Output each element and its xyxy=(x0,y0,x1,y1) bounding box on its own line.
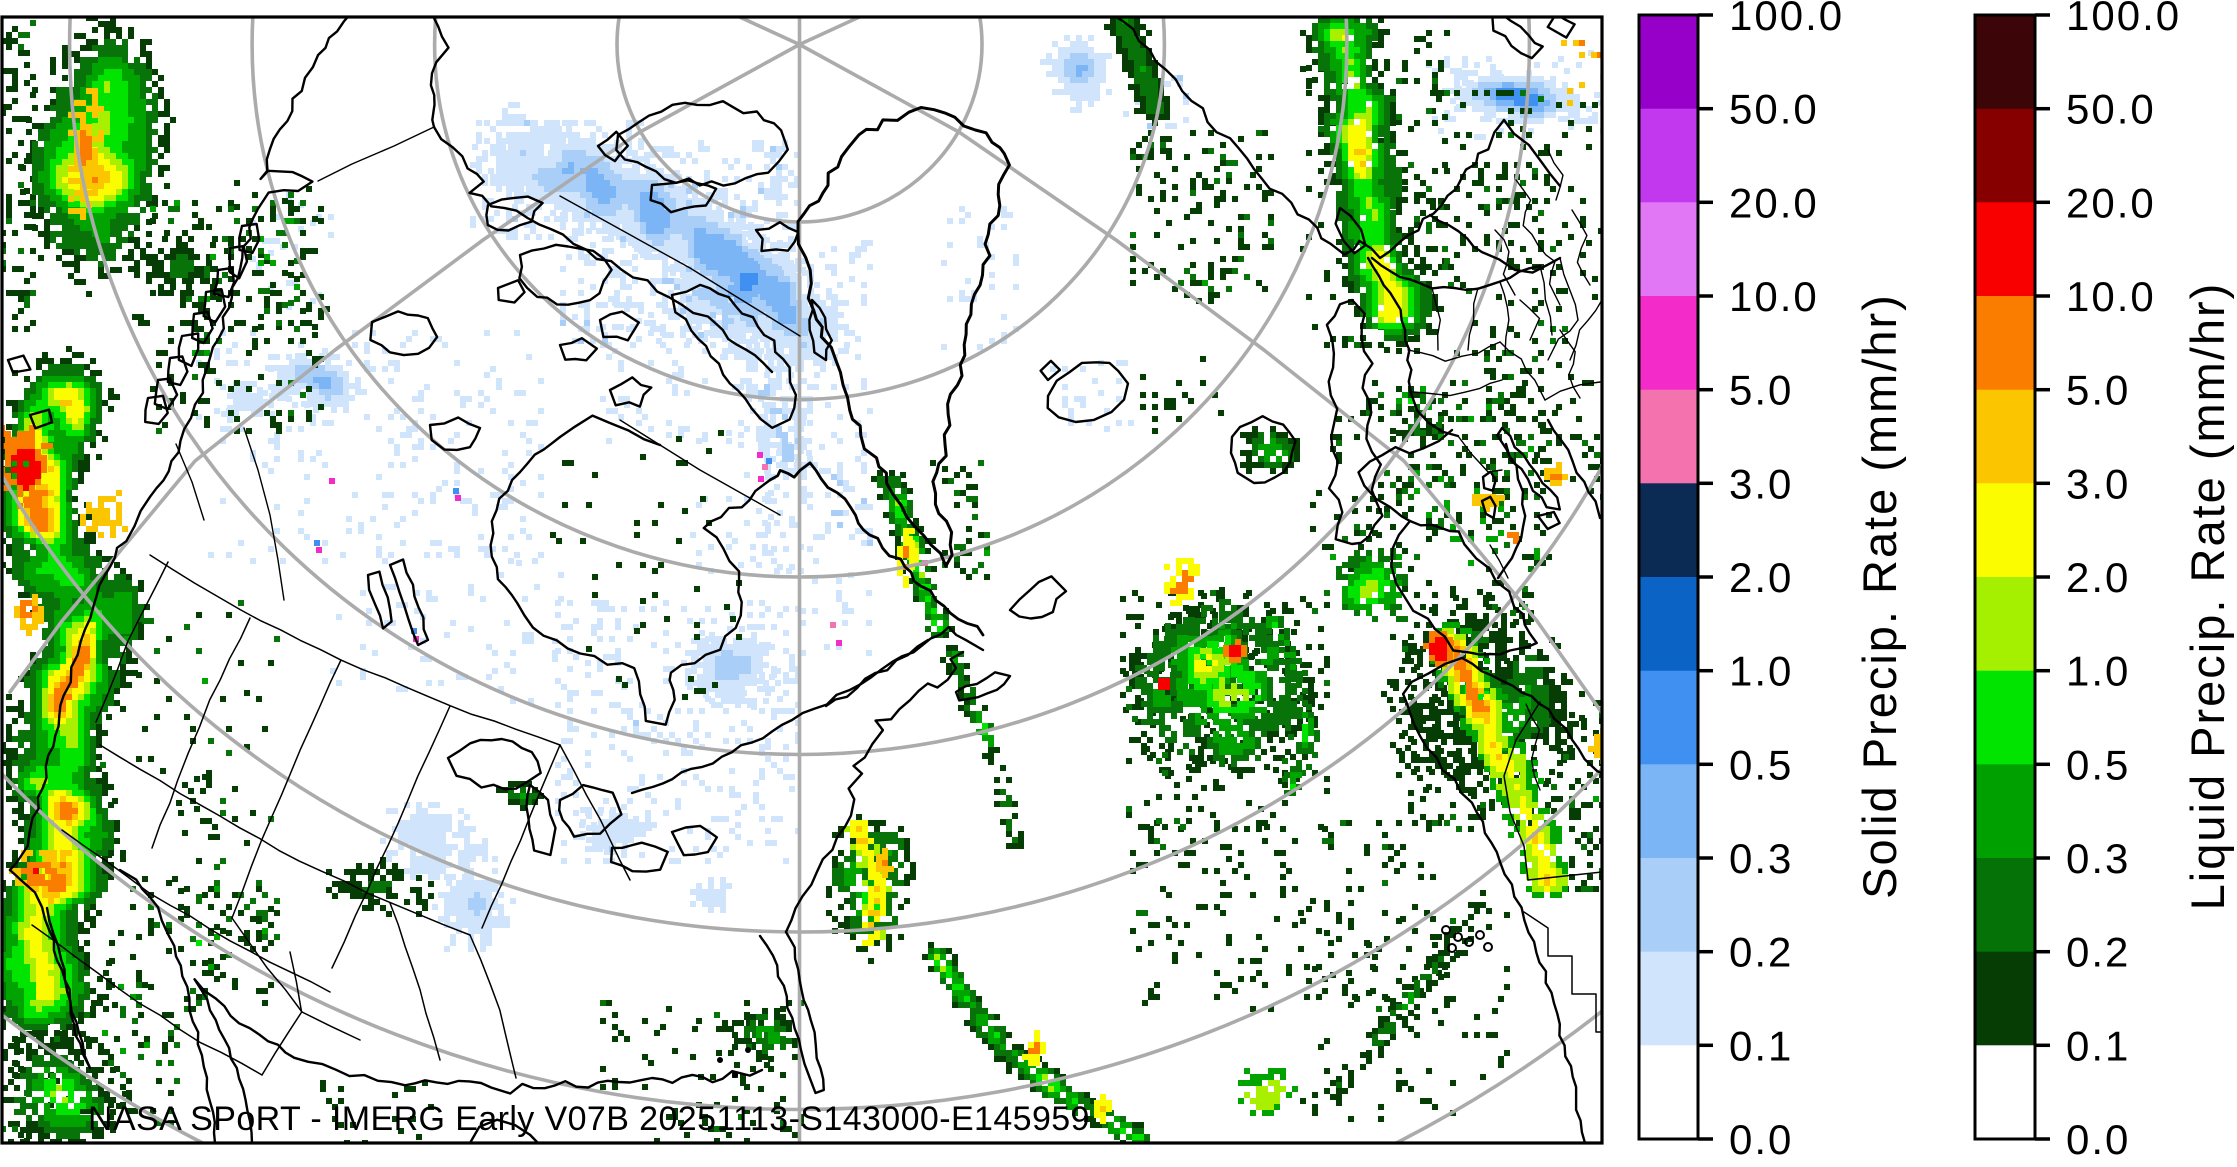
svg-text:50.0: 50.0 xyxy=(2066,86,2156,133)
svg-text:0.5: 0.5 xyxy=(1729,741,1793,788)
svg-text:5.0: 5.0 xyxy=(1729,367,1793,414)
svg-text:0.2: 0.2 xyxy=(2066,929,2130,976)
svg-text:50.0: 50.0 xyxy=(1729,86,1819,133)
svg-text:3.0: 3.0 xyxy=(1729,460,1793,507)
svg-text:0.2: 0.2 xyxy=(1729,929,1793,976)
svg-text:3.0: 3.0 xyxy=(2066,460,2130,507)
svg-text:10.0: 10.0 xyxy=(1729,273,1819,320)
svg-text:20.0: 20.0 xyxy=(1729,179,1819,226)
svg-text:0.5: 0.5 xyxy=(2066,741,2130,788)
svg-text:100.0: 100.0 xyxy=(2066,0,2181,39)
svg-text:20.0: 20.0 xyxy=(2066,179,2156,226)
svg-text:0.3: 0.3 xyxy=(2066,835,2130,882)
svg-text:1.0: 1.0 xyxy=(1729,648,1793,695)
svg-text:100.0: 100.0 xyxy=(1729,0,1844,39)
svg-text:0.3: 0.3 xyxy=(1729,835,1793,882)
svg-text:0.1: 0.1 xyxy=(2066,1022,2130,1069)
svg-text:Liquid Precip. Rate (mm/hr): Liquid Precip. Rate (mm/hr) xyxy=(2181,282,2234,911)
svg-text:Solid Precip. Rate (mm/hr): Solid Precip. Rate (mm/hr) xyxy=(1853,293,1906,899)
svg-text:5.0: 5.0 xyxy=(2066,367,2130,414)
svg-text:0.0: 0.0 xyxy=(1729,1116,1793,1163)
svg-text:0.0: 0.0 xyxy=(2066,1116,2130,1163)
svg-text:2.0: 2.0 xyxy=(2066,554,2130,601)
svg-text:10.0: 10.0 xyxy=(2066,273,2156,320)
svg-text:2.0: 2.0 xyxy=(1729,554,1793,601)
svg-text:NASA SPoRT - IMERG Early V07B: NASA SPoRT - IMERG Early V07B 20251113-S… xyxy=(88,1100,1090,1138)
svg-text:0.1: 0.1 xyxy=(1729,1022,1793,1069)
svg-text:1.0: 1.0 xyxy=(2066,648,2130,695)
